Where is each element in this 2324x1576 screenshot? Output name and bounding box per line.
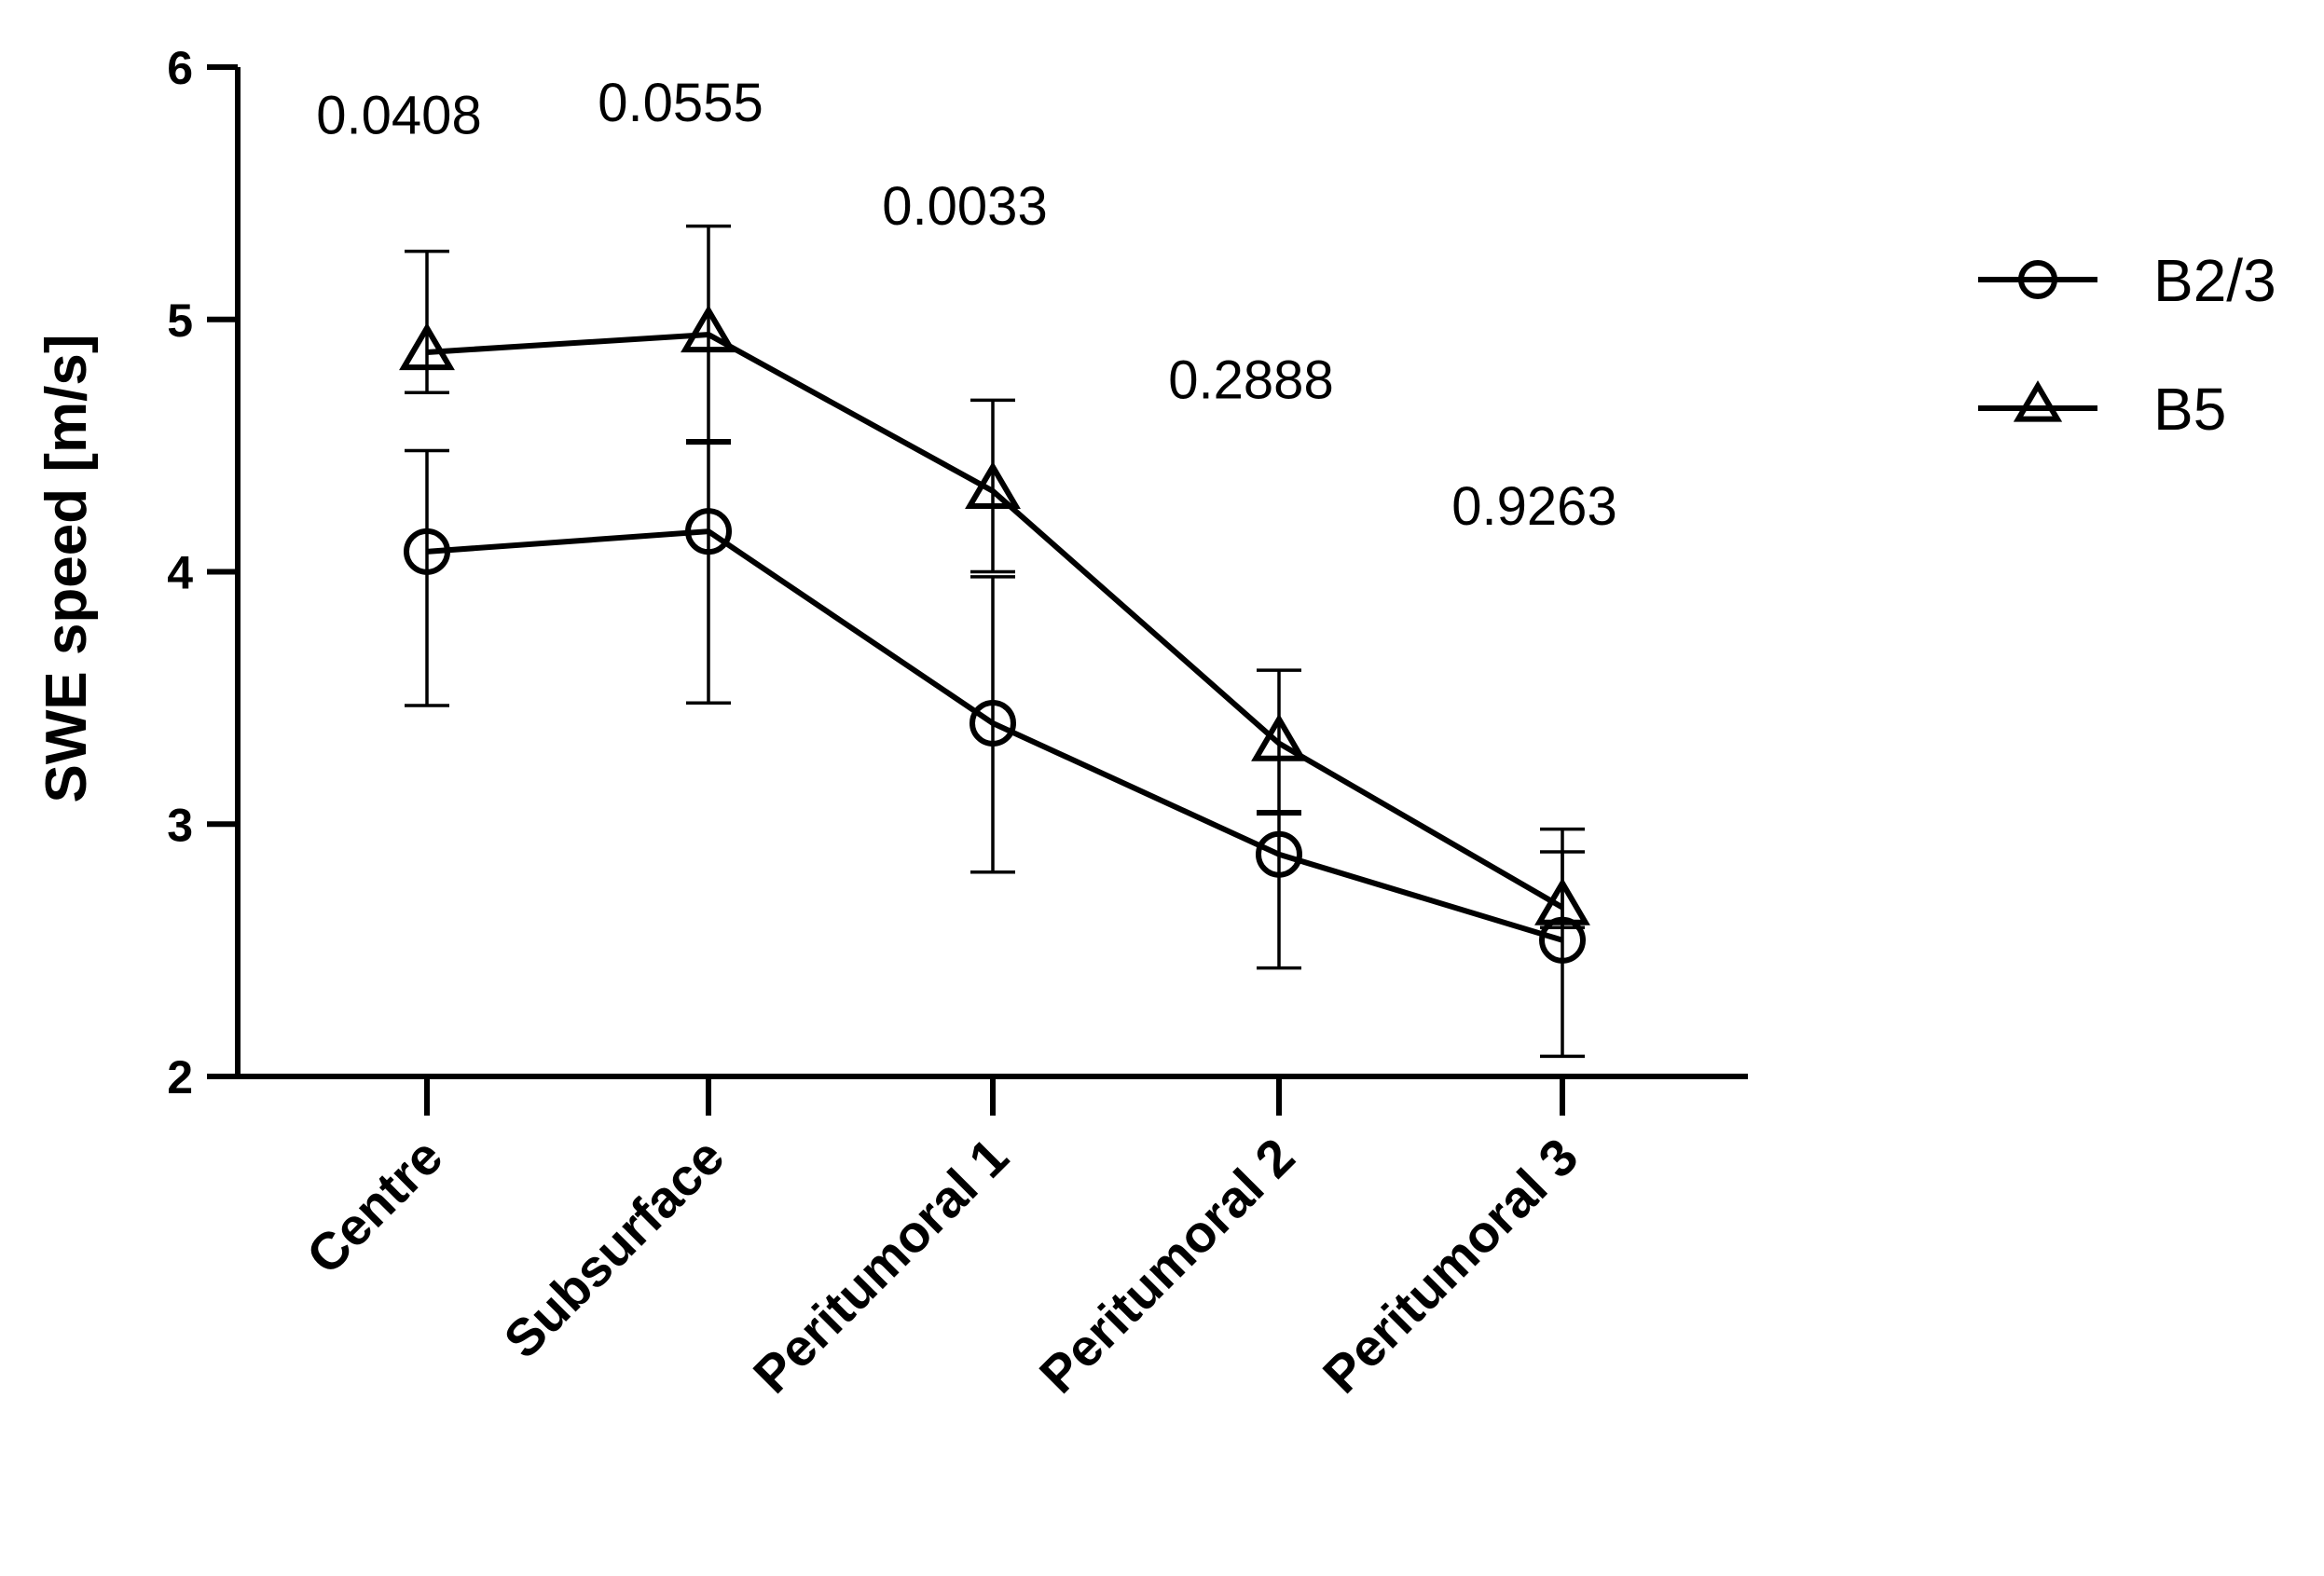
legend-label: B2/3 bbox=[2153, 247, 2276, 314]
p-value-label: 0.2888 bbox=[1168, 350, 1333, 411]
y-axis-label: SWE speed [m/s] bbox=[34, 335, 99, 803]
data-point-triangle bbox=[965, 460, 1021, 509]
p-value-annotations: 0.0408 0.0555 0.0033 0.2888 0.9263 bbox=[316, 73, 1616, 537]
legend-marker-circle bbox=[2018, 260, 2057, 299]
x-tick-label: Peritumoral 3 bbox=[1312, 1127, 1589, 1405]
legend-label: B5 bbox=[2153, 376, 2226, 443]
p-value-label: 0.0555 bbox=[598, 73, 763, 133]
y-tick-label: 3 bbox=[167, 799, 193, 851]
series-markers bbox=[399, 305, 1590, 964]
data-point-circle bbox=[685, 508, 732, 555]
legend-marker-triangle bbox=[2013, 380, 2063, 422]
p-value-label: 0.9263 bbox=[1451, 476, 1616, 537]
y-tick-label: 2 bbox=[167, 1051, 193, 1103]
series-lines bbox=[426, 331, 1564, 943]
data-point-triangle bbox=[1251, 713, 1307, 761]
axes bbox=[207, 64, 1748, 1116]
legend: B2/3 B5 bbox=[1978, 247, 2276, 443]
data-point-triangle bbox=[1534, 877, 1590, 925]
data-point-circle bbox=[404, 528, 450, 575]
series-line-b2-3 bbox=[426, 528, 1563, 943]
y-tick-label: 6 bbox=[167, 42, 193, 94]
data-point-triangle bbox=[681, 305, 736, 353]
x-tick-label: Centre bbox=[296, 1127, 454, 1285]
y-tick-label: 4 bbox=[167, 547, 193, 599]
data-point-triangle bbox=[399, 322, 455, 371]
data-point-circle bbox=[969, 699, 1016, 747]
p-value-label: 0.0033 bbox=[882, 176, 1047, 237]
error-bars bbox=[405, 224, 1585, 1059]
data-point-circle bbox=[1256, 830, 1302, 878]
p-value-label: 0.0408 bbox=[316, 85, 481, 145]
x-tick-labels: Centre Subsurface Peritumoral 1 Peritumoral… bbox=[296, 1127, 1589, 1405]
x-tick-label: Subsurface bbox=[492, 1127, 735, 1369]
y-tick-labels: 2 3 4 5 6 bbox=[167, 42, 193, 1103]
series-line-b5 bbox=[426, 331, 1564, 911]
x-tick-label: Peritumoral 1 bbox=[742, 1127, 1020, 1405]
y-tick-label: 5 bbox=[167, 295, 193, 347]
x-tick-label: Peritumoral 2 bbox=[1028, 1127, 1306, 1405]
